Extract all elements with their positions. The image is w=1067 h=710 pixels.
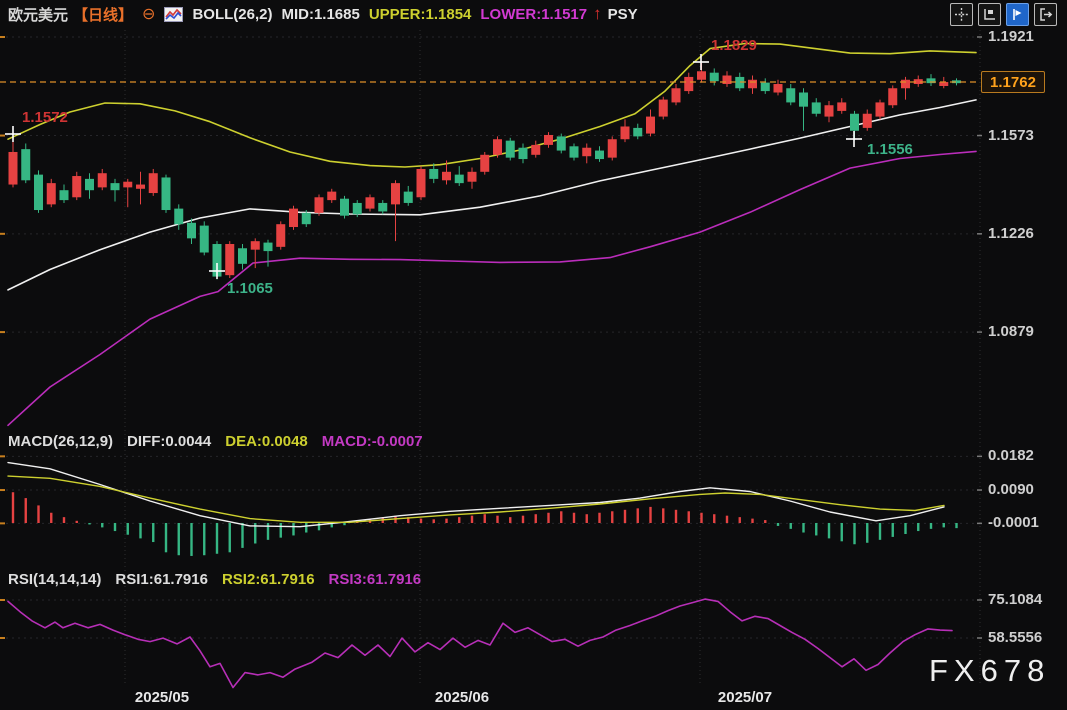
rsi1-value: RSI1:61.7916	[115, 571, 208, 588]
price-annotation: 1.1065	[227, 280, 273, 297]
current-price-tag: 1.1762	[981, 71, 1045, 93]
playback-flag-icon	[1013, 8, 1022, 20]
exit-icon	[1040, 7, 1053, 21]
rsi-title[interactable]: RSI(14,14,14)	[8, 571, 102, 588]
y-axis-price-label: 1.1226	[988, 224, 1034, 242]
chart-header: 欧元美元 【日线】 ⊖ BOLL(26,2) MID:1.1685 UPPER:…	[0, 0, 1067, 28]
y-axis-price-label: 1.1921	[988, 28, 1034, 45]
axis-scale-icon	[984, 8, 995, 20]
boll-upper-value: UPPER:1.1854	[368, 5, 472, 23]
boll-indicator-label[interactable]: BOLL(26,2)	[192, 5, 273, 23]
boll-lower-value: LOWER:1.1517	[480, 5, 588, 23]
rsi3-value: RSI3:61.7916	[328, 571, 422, 588]
rsi-indicator-row: RSI(14,14,14) RSI1:61.7916 RSI2:61.7916 …	[8, 571, 421, 588]
axis-scale-button[interactable]	[978, 2, 1001, 26]
price-annotation: 1.1572	[22, 109, 68, 126]
y-axis-macd-label: -0.0001	[988, 514, 1039, 532]
exit-chart-button[interactable]	[1034, 2, 1057, 26]
watermark: FX678	[929, 653, 1051, 688]
timeframe-label[interactable]: 【日线】	[73, 6, 134, 24]
x-axis-date-label: 2025/06	[434, 689, 490, 706]
price-annotation: 1.1556	[867, 141, 913, 158]
x-axis-date-label: 2025/05	[134, 689, 190, 706]
pan-tool-button[interactable]	[950, 2, 973, 26]
playback-button[interactable]	[1006, 2, 1029, 26]
chart-toolbar	[950, 2, 1059, 26]
y-axis-macd-label: 0.0090	[988, 481, 1034, 499]
psy-indicator-label[interactable]: PSY	[607, 5, 638, 23]
x-axis-date-label: 2025/07	[717, 689, 773, 706]
y-axis-rsi-label: 58.5556	[988, 629, 1043, 646]
y-axis-rsi-label: 75.1084	[988, 591, 1043, 608]
collapse-icon[interactable]: ⊖	[142, 6, 156, 23]
pan-crosshair-icon	[955, 7, 968, 21]
macd-diff-value: DIFF:0.0044	[127, 433, 212, 450]
macd-macd-value: MACD:-0.0007	[321, 433, 423, 450]
price-annotation: 1.1829	[711, 37, 757, 54]
y-axis-price-label: 1.1573	[988, 126, 1034, 144]
up-arrow-icon: ↑	[593, 4, 602, 23]
indicator-chart-icon[interactable]	[164, 6, 184, 22]
y-axis-macd-label: 0.0182	[988, 447, 1034, 465]
rsi2-value: RSI2:61.7916	[221, 571, 315, 588]
macd-indicator-row: MACD(26,12,9) DIFF:0.0044 DEA:0.0048 MAC…	[8, 433, 423, 450]
symbol-name[interactable]: 欧元美元	[8, 6, 69, 24]
boll-mid-value: MID:1.1685	[281, 5, 360, 23]
y-axis-price-label: 1.0879	[988, 323, 1034, 341]
macd-title[interactable]: MACD(26,12,9)	[8, 433, 114, 450]
macd-dea-value: DEA:0.0048	[225, 433, 308, 450]
